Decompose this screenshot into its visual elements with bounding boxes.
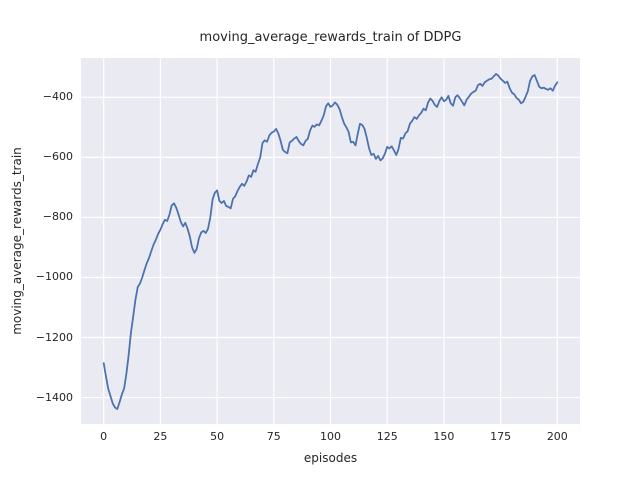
x-tick-label: 25 <box>153 430 168 443</box>
chart-title: moving_average_rewards_train of DDPG <box>199 30 462 45</box>
x-tick-label: 100 <box>320 430 341 443</box>
x-tick-label: 175 <box>490 430 512 443</box>
y-tick-label: −600 <box>42 150 73 164</box>
y-tick-label: −800 <box>42 210 73 224</box>
y-axis-label: moving_average_rewards_train <box>10 147 24 335</box>
x-axis-label: episodes <box>303 451 358 465</box>
y-tick-label: −1000 <box>35 270 73 284</box>
x-tick-label: 0 <box>100 430 108 443</box>
ddpg-series-line <box>102 73 559 410</box>
x-tick-label: 200 <box>546 430 568 443</box>
x-tick-label: 150 <box>433 430 455 443</box>
x-tick-label: 50 <box>210 430 225 443</box>
y-tick-label: −1400 <box>35 390 73 404</box>
y-tick-label: −400 <box>42 90 73 104</box>
x-tick-label: 75 <box>266 430 281 443</box>
x-tick-label: 125 <box>376 430 398 443</box>
y-tick-label: −1200 <box>35 330 73 344</box>
